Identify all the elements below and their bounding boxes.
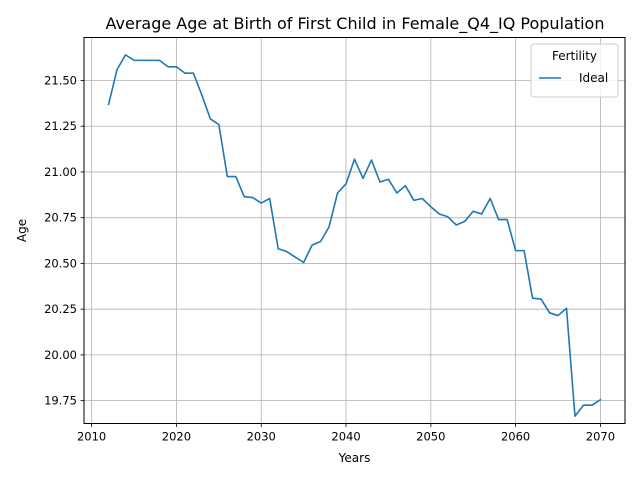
y-tick-label: 21.50: [44, 73, 77, 87]
series-layer: [107, 54, 602, 417]
x-tick-label: 2040: [331, 430, 360, 444]
y-tick-label: 21.25: [44, 119, 77, 133]
y-tick-label: 20.00: [44, 348, 77, 362]
plot-area-frame: [83, 37, 626, 424]
legend-label: Ideal: [579, 71, 608, 85]
y-axis-label: Age: [15, 219, 29, 242]
legend: Fertility Ideal: [530, 43, 619, 98]
chart-title: Average Age at Birth of First Child in F…: [106, 14, 605, 34]
x-axis-label: Years: [338, 451, 371, 465]
x-tick-label: 2060: [501, 430, 530, 444]
y-tick-label: 20.50: [44, 256, 77, 270]
grid: [84, 37, 625, 424]
x-tick-label: 2050: [416, 430, 445, 444]
x-tick-label: 2030: [247, 430, 276, 444]
y-tick-label: 19.75: [44, 394, 77, 408]
x-tick-label: 2070: [586, 430, 615, 444]
legend-box: [530, 43, 619, 98]
y-tick-label: 21.00: [44, 165, 77, 179]
x-tick-label: 2020: [162, 430, 191, 444]
y-tick-label: 20.75: [44, 211, 77, 225]
x-axis: 2010 2020 2030 2040 2050 2060 2070: [77, 423, 615, 444]
y-tick-label: 20.25: [44, 302, 77, 316]
y-axis: 19.75 20.00 20.25 20.50 20.75 21.00 21.25 21.50: [44, 73, 84, 408]
x-tick-label: 2010: [77, 430, 106, 444]
legend-title: Fertility: [552, 49, 597, 63]
series-line-ideal: [107, 54, 602, 417]
